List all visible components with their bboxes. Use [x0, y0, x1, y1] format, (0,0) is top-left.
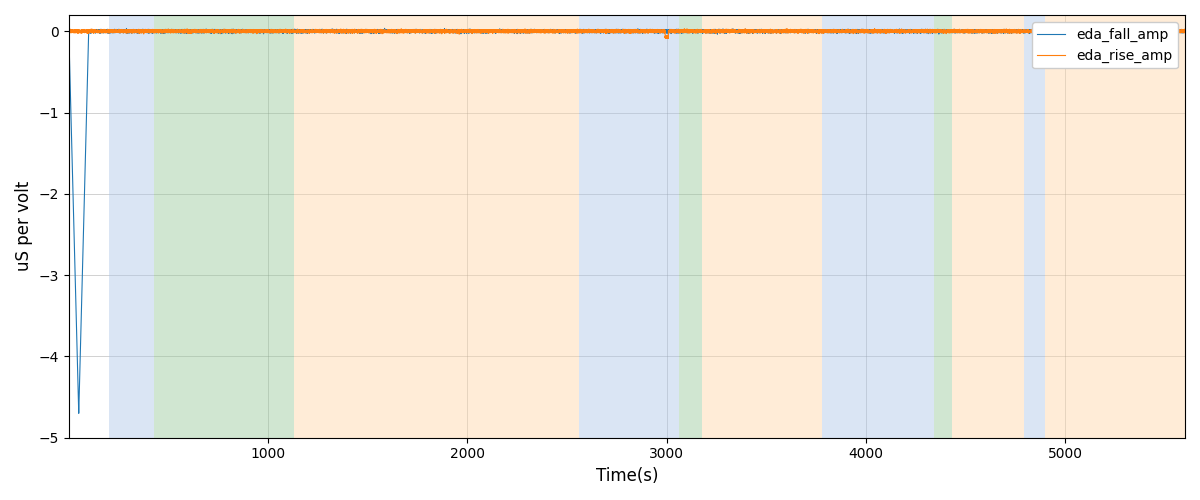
Legend: eda_fall_amp, eda_rise_amp: eda_fall_amp, eda_rise_amp — [1032, 22, 1178, 68]
eda_rise_amp — [234, 28, 248, 34]
Y-axis label: uS per volt: uS per volt — [16, 181, 34, 272]
eda_rise_amp — [1020, 29, 1034, 35]
eda_rise_amp — [61, 28, 76, 34]
Bar — [1045, 15, 1186, 438]
eda_fall_amp — [521, 28, 535, 34]
Bar — [934, 15, 952, 438]
Line: eda_rise_amp: eda_rise_amp — [68, 28, 1186, 38]
Bar — [822, 15, 934, 438]
Bar — [155, 15, 294, 438]
Bar — [1024, 15, 1045, 438]
eda_fall_amp — [998, 29, 1013, 35]
eda_rise_amp — [618, 28, 632, 34]
eda_fall_amp — [618, 29, 632, 35]
eda_fall_amp — [1020, 29, 1034, 35]
Bar — [109, 15, 155, 438]
eda_fall_amp — [377, 26, 391, 32]
eda_rise_amp — [1178, 28, 1193, 34]
eda_rise_amp — [1078, 26, 1092, 32]
Bar — [702, 15, 822, 438]
X-axis label: Time(s): Time(s) — [595, 467, 658, 485]
Bar — [679, 15, 702, 438]
eda_fall_amp — [72, 410, 86, 416]
Bar — [294, 15, 580, 438]
eda_fall_amp — [234, 28, 248, 34]
eda_rise_amp — [521, 30, 535, 36]
Bar — [580, 15, 679, 438]
eda_fall_amp — [481, 27, 496, 33]
eda_fall_amp — [61, 28, 76, 34]
eda_rise_amp — [660, 36, 674, 42]
eda_rise_amp — [481, 28, 496, 34]
eda_fall_amp — [1178, 28, 1193, 34]
Bar — [952, 15, 1024, 438]
Line: eda_fall_amp: eda_fall_amp — [68, 28, 1186, 413]
eda_rise_amp — [998, 28, 1013, 34]
